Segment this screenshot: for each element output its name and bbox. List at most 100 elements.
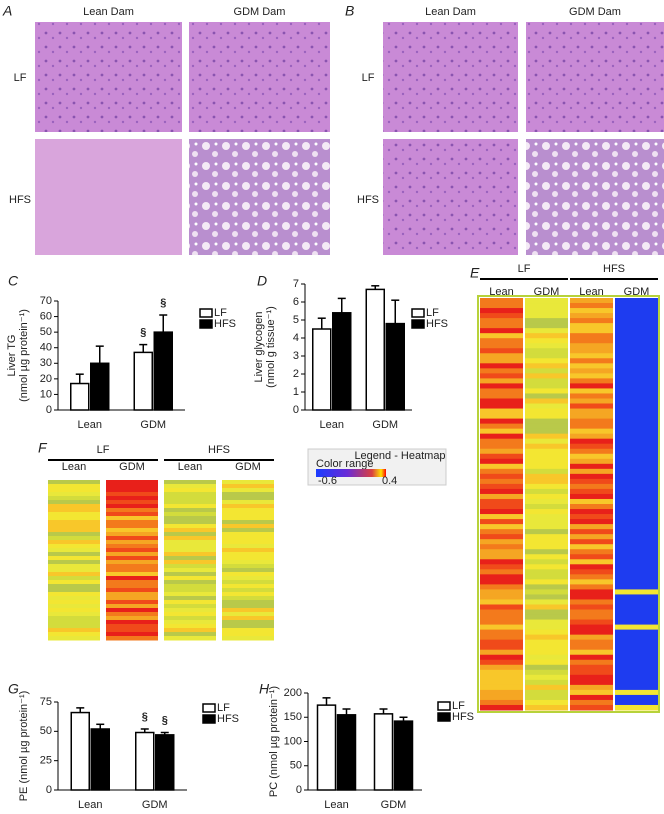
heatmap-cell bbox=[615, 679, 658, 686]
heatmap-cell bbox=[525, 373, 568, 379]
heatmap-cell bbox=[615, 539, 658, 545]
heatmap-cell bbox=[525, 669, 568, 676]
heatmap-cell bbox=[525, 343, 568, 349]
heatmap-cell bbox=[48, 504, 100, 509]
range-label: 0.4 bbox=[382, 475, 397, 487]
heatmap-cell bbox=[222, 548, 274, 553]
heatmap-cell bbox=[106, 520, 158, 525]
heatmap-cell bbox=[615, 644, 658, 651]
heatmap-cell bbox=[480, 649, 523, 656]
heatmap-cell bbox=[164, 596, 216, 601]
heatmap-cell bbox=[106, 604, 158, 609]
legend-label: HFS bbox=[426, 318, 448, 330]
heatmap-cell bbox=[525, 423, 568, 430]
y-axis-label: PC (nmol µg protein⁻¹) bbox=[268, 686, 280, 797]
heatmap-cell bbox=[525, 624, 568, 631]
heatmap-cell bbox=[48, 592, 100, 597]
heatmap-cell bbox=[570, 483, 613, 490]
y-tick-label: 60 bbox=[40, 310, 52, 322]
heatmap-cell bbox=[525, 529, 568, 535]
y-tick-label: 7 bbox=[293, 278, 299, 290]
heatmap-cell bbox=[106, 624, 158, 629]
heatmap-cell bbox=[480, 639, 523, 646]
heatmap-cell bbox=[164, 520, 216, 525]
panel-label: C bbox=[8, 273, 19, 289]
heatmap-cell bbox=[164, 612, 216, 617]
heatmap-cell bbox=[615, 524, 658, 530]
heatmap-cell bbox=[480, 529, 523, 535]
heatmap-cell bbox=[570, 574, 613, 580]
heatmap-cell bbox=[480, 463, 523, 470]
heatmap-cell bbox=[615, 634, 658, 641]
heatmap-cell bbox=[106, 512, 158, 517]
heatmap-cell bbox=[615, 313, 658, 319]
y-tick-label: 100 bbox=[284, 735, 302, 747]
heatmap-cell bbox=[525, 353, 568, 359]
heatmap-cell bbox=[222, 512, 274, 517]
heatmap-cell bbox=[525, 679, 568, 686]
heatmap-cell bbox=[222, 588, 274, 593]
legend-swatch bbox=[411, 319, 425, 329]
heatmap-cell bbox=[615, 498, 658, 505]
heatmap-cell bbox=[480, 298, 523, 304]
micrograph bbox=[35, 139, 182, 255]
heatmap-cell bbox=[570, 413, 613, 420]
heatmap-cell bbox=[480, 614, 523, 621]
heatmap-cell bbox=[615, 554, 658, 560]
heatmap-cell bbox=[480, 368, 523, 374]
heatmap-cell bbox=[48, 620, 100, 625]
heatmap-cell bbox=[570, 348, 613, 354]
y-tick-label: 10 bbox=[40, 388, 52, 400]
heatmap-cell bbox=[615, 458, 658, 465]
y-tick-label: 4 bbox=[293, 332, 299, 344]
legend-swatch bbox=[199, 319, 213, 329]
heatmap-cell bbox=[106, 504, 158, 509]
heatmap-cell bbox=[106, 544, 158, 549]
y-axis-label: Liver glycogen bbox=[253, 312, 265, 383]
heatmap-cell bbox=[480, 619, 523, 626]
heatmap-cell bbox=[525, 498, 568, 505]
heatmap-cell bbox=[480, 679, 523, 686]
heatmap-cell bbox=[570, 428, 613, 435]
heatmap-cell bbox=[48, 564, 100, 569]
heatmap-cell bbox=[570, 448, 613, 455]
heatmap-cell bbox=[570, 649, 613, 656]
heatmap-cell bbox=[525, 338, 568, 344]
y-tick-label: 70 bbox=[40, 295, 52, 307]
heatmap-cell bbox=[570, 458, 613, 465]
heatmap-cell bbox=[525, 549, 568, 555]
heatmap-cell bbox=[525, 418, 568, 425]
heatmap-cell bbox=[615, 559, 658, 565]
heatmap-cell bbox=[525, 303, 568, 309]
heatmap-cell bbox=[164, 536, 216, 541]
heatmap-cell bbox=[106, 524, 158, 529]
heatmap-cell bbox=[480, 358, 523, 364]
heatmap-cell bbox=[570, 303, 613, 309]
heatmap-cell bbox=[164, 532, 216, 537]
heatmap-cell bbox=[106, 536, 158, 541]
y-tick-label: 1 bbox=[293, 386, 299, 398]
heatmap-cell bbox=[525, 388, 568, 394]
heatmap-cell bbox=[525, 659, 568, 666]
heatmap-cell bbox=[222, 544, 274, 549]
heatmap-cell bbox=[48, 616, 100, 621]
heatmap-cell bbox=[164, 500, 216, 505]
heatmap-cell bbox=[106, 552, 158, 557]
heatmap-cell bbox=[48, 568, 100, 573]
heatmap-cell bbox=[480, 343, 523, 349]
heatmap-cell bbox=[525, 619, 568, 626]
legend-swatch bbox=[202, 714, 216, 724]
heatmap-cell bbox=[222, 592, 274, 597]
heatmap-cell bbox=[525, 594, 568, 600]
heatmap-cell bbox=[525, 348, 568, 354]
heatmap-cell bbox=[222, 492, 274, 497]
heatmap-cell bbox=[570, 639, 613, 646]
micrograph bbox=[526, 139, 664, 255]
legend-box bbox=[307, 448, 447, 486]
heatmap-cell bbox=[48, 496, 100, 501]
heatmap-cell bbox=[48, 632, 100, 637]
heatmap-cell bbox=[48, 488, 100, 493]
heatmap-cell bbox=[570, 554, 613, 560]
panel-label: H bbox=[259, 681, 270, 697]
